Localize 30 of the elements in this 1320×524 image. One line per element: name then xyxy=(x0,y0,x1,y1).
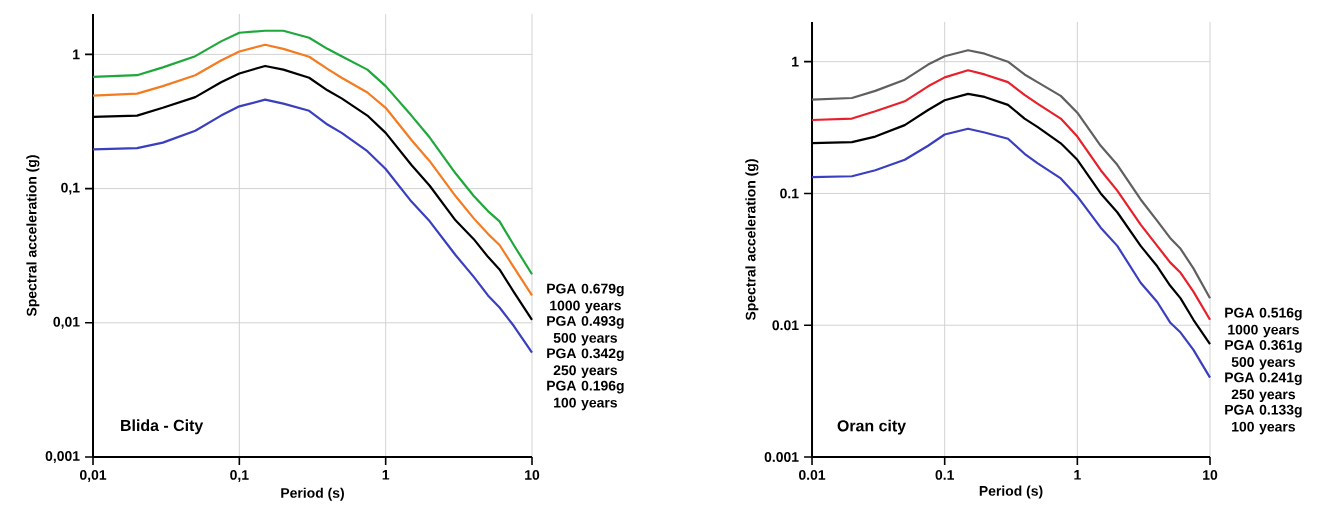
text: PGA 0.241g 250 years xyxy=(1225,372,1302,403)
y-tick-label: 0.1 xyxy=(780,188,799,199)
series-label: PGA 0.516g 1000 years xyxy=(1225,307,1302,338)
x-tick-label: 1 xyxy=(1074,470,1081,480)
y-tick-label: 0.001 xyxy=(764,452,799,462)
text: PGA 0.196g 100 years xyxy=(547,380,624,411)
x-axis-title: Period (s) xyxy=(979,485,1043,499)
x-tick-label: 0.1 xyxy=(935,470,954,480)
y-axis-title: Spectral acceleration (g) xyxy=(745,159,759,321)
x-tick-label: 10 xyxy=(1203,470,1218,480)
x-axis-title: Period (s) xyxy=(281,487,344,501)
y-tick-label: 0.01 xyxy=(772,320,799,331)
y-tick-label: 0,01 xyxy=(53,316,80,329)
y-axis-title: Spectral acceleration (g) xyxy=(26,155,40,317)
y-tick-label: 0,1 xyxy=(61,182,80,195)
x-tick-label: 0,1 xyxy=(230,470,249,482)
y-tick-label: 1 xyxy=(792,56,799,67)
annotation: Blida - City xyxy=(121,419,204,435)
y-tick-label: 1 xyxy=(73,49,80,60)
annotation: Oran city xyxy=(837,419,906,435)
x-tick-label: 0.01 xyxy=(799,470,826,480)
series-label: PGA 0.361g 500 years xyxy=(1225,340,1302,370)
x-tick-label: 0,01 xyxy=(80,470,107,482)
x-tick-label: 1 xyxy=(382,470,390,480)
series-label: PGA 0.679g 1000 years xyxy=(547,283,624,314)
y-tick-label: 0,001 xyxy=(45,451,80,463)
x-tick-label: 10 xyxy=(525,470,540,480)
text: PGA 0.133g 100 years xyxy=(1225,404,1302,435)
text: PGA 0.342g 250 years xyxy=(547,348,624,378)
series-label: PGA 0.493g 500 years xyxy=(547,316,624,346)
